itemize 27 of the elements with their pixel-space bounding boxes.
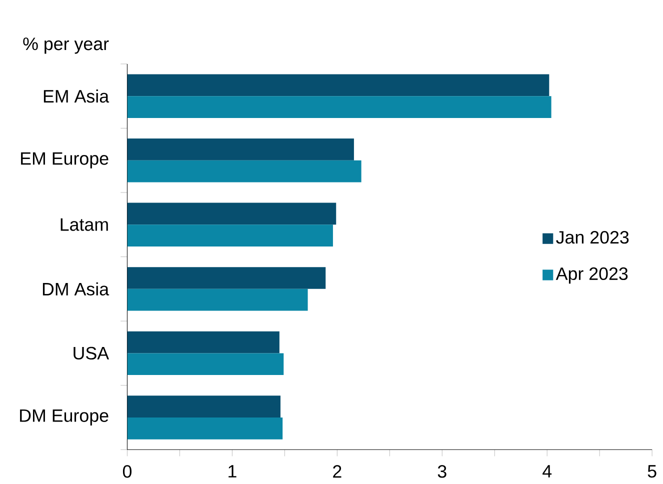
y-tick-label: USA bbox=[74, 346, 110, 360]
bar bbox=[127, 396, 280, 418]
y-tick-label: DM Europe bbox=[20, 410, 108, 426]
bar bbox=[127, 138, 354, 160]
x-tick-label: 2 bbox=[333, 465, 342, 478]
bar bbox=[127, 353, 284, 376]
x-tick-label: 3 bbox=[438, 465, 446, 478]
legend-label: Apr 2023 bbox=[556, 268, 628, 284]
bar bbox=[127, 96, 552, 118]
bar bbox=[127, 160, 362, 182]
bar bbox=[127, 202, 336, 225]
bar bbox=[127, 74, 550, 96]
bar bbox=[127, 289, 308, 311]
y-tick-label: EM Europe bbox=[21, 152, 108, 169]
y-tick-label: Latam bbox=[60, 218, 108, 231]
y-tick-label: EM Asia bbox=[44, 90, 110, 103]
x-tick-label: 5 bbox=[648, 465, 656, 478]
y-tick-label: DM Asia bbox=[42, 282, 110, 296]
bar bbox=[127, 224, 333, 247]
legend-label: Jan 2023 bbox=[556, 231, 629, 244]
x-tick-label: 0 bbox=[122, 465, 132, 478]
x-tick-label: 1 bbox=[228, 465, 236, 478]
y-axis-title: % per year bbox=[23, 38, 109, 54]
bar bbox=[127, 331, 280, 354]
x-tick-label: 4 bbox=[542, 465, 552, 478]
bar bbox=[127, 267, 326, 290]
bar bbox=[127, 418, 283, 440]
